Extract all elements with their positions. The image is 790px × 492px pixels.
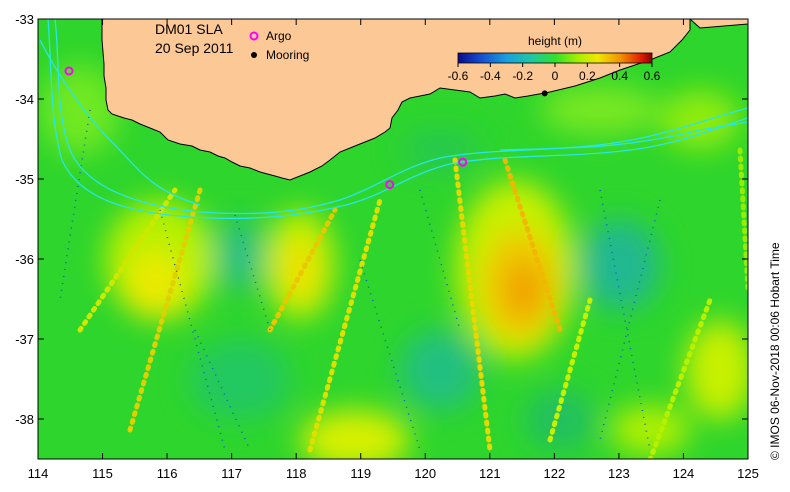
x-tick-label: 116	[157, 466, 178, 481]
bathymetry-contours	[39, 19, 748, 220]
x-tick-label: 124	[673, 466, 695, 481]
colorbar-tick-label: -0.2	[512, 69, 533, 83]
x-tick-label: 117	[221, 466, 242, 481]
argo-float-marker[interactable]	[458, 157, 468, 167]
y-tick-label: -38	[15, 412, 34, 427]
x-tick-label: 125	[737, 466, 759, 481]
plot-area	[38, 19, 748, 459]
argo-float-marker[interactable]	[64, 66, 74, 76]
satellite-tracks	[59, 109, 748, 459]
y-tick-label: -34	[15, 92, 34, 107]
x-tick-label: 122	[544, 466, 566, 481]
colorbar-tick-label: 0	[552, 69, 559, 83]
argo-legend-label: Argo	[266, 29, 292, 43]
y-tick-label: -37	[15, 332, 34, 347]
argo-float-marker[interactable]	[385, 180, 395, 190]
x-tick-label: 121	[479, 466, 501, 481]
x-tick-label: 118	[286, 466, 307, 481]
date-title: 20 Sep 2011	[155, 40, 234, 56]
plot-frame	[37, 18, 749, 460]
colorbar-tick-label: -0.6	[448, 69, 469, 83]
colorbar-tick-label: -0.4	[480, 69, 501, 83]
product-title: DM01 SLA	[155, 21, 223, 37]
x-tick-label: 115	[92, 466, 113, 481]
marker-legend: Argo Mooring	[249, 29, 309, 62]
colorbar-ticks: -0.6 -0.4 -0.2 0 0.2 0.4 0.6	[448, 63, 661, 83]
argo-markers	[64, 66, 468, 190]
x-tick-label: 114	[28, 466, 49, 481]
y-tick-label: -35	[15, 172, 34, 187]
colorbar-tick-label: 0.4	[611, 69, 628, 83]
y-axis: -33 -34 -35 -36 -37 -38	[15, 12, 748, 427]
x-tick-label: 123	[608, 466, 630, 481]
colorbar-ramp	[457, 52, 653, 64]
colorbar-tick-label: 0.6	[644, 69, 661, 83]
mooring-marker[interactable]	[541, 90, 548, 97]
y-tick-label: -36	[15, 252, 34, 267]
colorbar: height (m) -0.6 -0.4 -0.2 0 0.2 0.4 0.6	[448, 34, 661, 83]
colorbar-tick-label: 0.2	[579, 69, 596, 83]
sla-field	[40, 65, 748, 459]
mooring-legend-label: Mooring	[266, 48, 309, 62]
y-tick-label: -33	[15, 12, 34, 27]
mooring-markers	[541, 90, 548, 97]
x-tick-label: 120	[414, 466, 436, 481]
x-axis: 114 115 116 117 118 119 120 121 122 123 124 125	[28, 19, 759, 481]
land-northeast-tip	[689, 19, 748, 29]
mooring-legend-icon	[251, 52, 257, 58]
colorbar-title: height (m)	[528, 34, 582, 48]
x-tick-label: 119	[350, 466, 371, 481]
credit-text: © IMOS 06-Nov-2018 00:06 Hobart Time	[768, 242, 782, 460]
argo-legend-icon	[249, 31, 259, 41]
